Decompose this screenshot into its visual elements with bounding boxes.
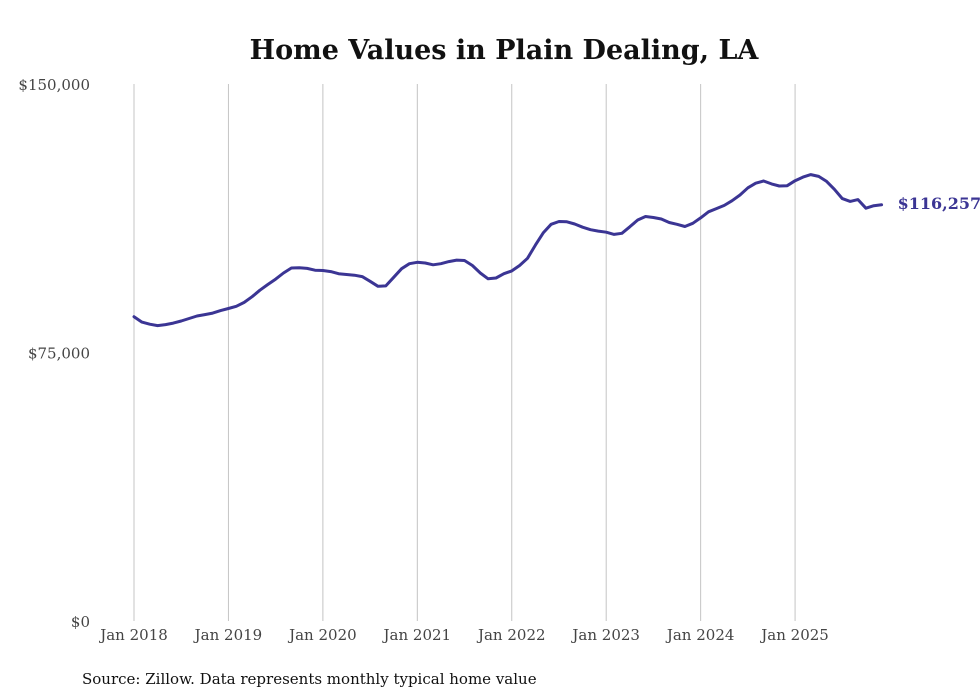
x-tick-label: Jan 2021 bbox=[382, 626, 452, 644]
x-tick-label: Jan 2022 bbox=[476, 626, 546, 644]
x-tick-label: Jan 2019 bbox=[193, 626, 263, 644]
y-tick-label: $150,000 bbox=[18, 76, 90, 94]
x-axis: Jan 2018 Jan 2019 Jan 2020 Jan 2021 Jan 2022… bbox=[98, 626, 829, 644]
chart-title: Home Values in Plain Dealing, LA bbox=[250, 35, 760, 66]
x-tick-label: Jan 2020 bbox=[287, 626, 357, 644]
x-tick-label: Jan 2025 bbox=[759, 626, 829, 644]
x-tick-label: Jan 2024 bbox=[665, 626, 735, 644]
x-tick-label: Jan 2023 bbox=[570, 626, 640, 644]
end-value-label: $116,257 bbox=[898, 194, 980, 213]
source-note: Source: Zillow. Data represents monthly … bbox=[82, 670, 537, 688]
series-layer: $116,257 bbox=[132, 173, 980, 328]
y-tick-label: $75,000 bbox=[28, 345, 90, 363]
x-tick-label: Jan 2018 bbox=[98, 626, 168, 644]
y-axis: $150,000 $75,000 $0 bbox=[18, 76, 90, 631]
grid-lines bbox=[133, 84, 796, 621]
series-line bbox=[132, 173, 884, 328]
y-tick-label: $0 bbox=[71, 613, 90, 631]
